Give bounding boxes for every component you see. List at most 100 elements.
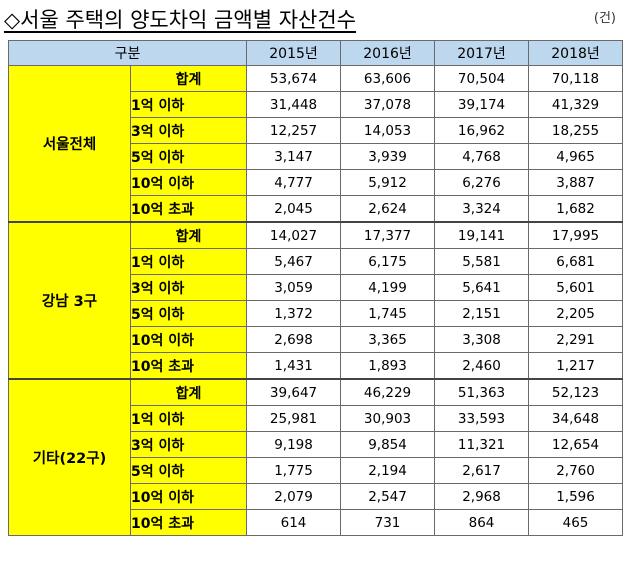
value-cell: 6,175: [340, 248, 436, 275]
value-cell: 9,198: [246, 431, 342, 458]
value-cell: 731: [340, 509, 436, 536]
header-year: 2015년: [246, 40, 342, 66]
value-cell: 3,887: [528, 169, 624, 196]
table-row: 5억 이하 1,372 1,745 2,151 2,205: [9, 300, 624, 327]
value-cell: 2,547: [340, 483, 436, 510]
table-row: 3억 이하 12,257 14,053 16,962 18,255: [9, 117, 624, 144]
row-label: 3억 이하: [129, 117, 248, 144]
table-row: 10억 초과 1,431 1,893 2,460 1,217: [9, 352, 624, 380]
value-cell: 2,617: [434, 457, 530, 484]
value-cell: 12,654: [528, 431, 624, 458]
asset-count-table: 구분 2015년 2016년 2017년 2018년 서울전체 합계 53,674 6…: [7, 40, 624, 536]
value-cell: 6,681: [528, 248, 624, 275]
value-cell: 33,593: [434, 405, 530, 432]
row-label: 5억 이하: [129, 457, 248, 484]
value-cell: 5,912: [340, 169, 436, 196]
table-row: 서울전체 합계 53,674 63,606 70,504 70,118: [8, 65, 624, 223]
value-cell: 3,365: [340, 326, 436, 353]
value-cell: 17,995: [528, 221, 624, 249]
table-row: 10억 초과 614 731 864 465: [9, 509, 624, 536]
table-row: 10억 이하 2,079 2,547 2,968 1,596: [9, 483, 624, 510]
row-label: 합계: [129, 378, 248, 406]
value-cell: 4,965: [528, 143, 624, 170]
unit-label: (건): [593, 11, 616, 26]
value-cell: 63,606: [340, 65, 436, 92]
value-cell: 12,257: [246, 117, 342, 144]
value-cell: 39,647: [246, 378, 342, 406]
value-cell: 4,777: [246, 169, 342, 196]
group-label: 기타(22구): [8, 378, 131, 536]
value-cell: 2,460: [434, 352, 530, 380]
row-label: 10억 이하: [129, 326, 248, 353]
value-cell: 2,760: [528, 457, 624, 484]
row-label: 5억 이하: [129, 143, 248, 170]
value-cell: 53,674: [246, 65, 342, 92]
value-cell: 46,229: [340, 378, 436, 406]
header-year: 2016년: [340, 40, 436, 66]
value-cell: 2,045: [246, 195, 342, 223]
page-title: ◇서울 주택의 양도차익 금액별 자산건수: [4, 8, 356, 32]
value-cell: 1,745: [340, 300, 436, 327]
value-cell: 864: [434, 509, 530, 536]
value-cell: 18,255: [528, 117, 624, 144]
table-row: 3억 이하 9,198 9,854 11,321 12,654: [9, 431, 624, 458]
value-cell: 5,581: [434, 248, 530, 275]
value-cell: 2,205: [528, 300, 624, 327]
value-cell: 3,324: [434, 195, 530, 223]
table-row: 1억 이하 25,981 30,903 33,593 34,648: [9, 405, 624, 432]
value-cell: 14,027: [246, 221, 342, 249]
value-cell: 6,276: [434, 169, 530, 196]
value-cell: 5,601: [528, 274, 624, 301]
table-row: 10억 초과 2,045 2,624 3,324 1,682: [9, 195, 624, 223]
group-label: 서울전체: [8, 65, 131, 223]
value-cell: 465: [528, 509, 624, 536]
header-category: 구분: [7, 40, 248, 66]
value-cell: 51,363: [434, 378, 530, 406]
value-cell: 2,624: [340, 195, 436, 223]
row-label: 합계: [129, 65, 248, 92]
value-cell: 70,504: [434, 65, 530, 92]
table-row: 10억 이하 2,698 3,365 3,308 2,291: [9, 326, 624, 353]
header-row: 구분 2015년 2016년 2017년 2018년: [7, 40, 624, 66]
table-row: 5억 이하 1,775 2,194 2,617 2,760: [9, 457, 624, 484]
value-cell: 1,372: [246, 300, 342, 327]
value-cell: 1,682: [528, 195, 624, 223]
value-cell: 1,775: [246, 457, 342, 484]
value-cell: 5,641: [434, 274, 530, 301]
table-row: 5억 이하 3,147 3,939 4,768 4,965: [9, 143, 624, 170]
value-cell: 30,903: [340, 405, 436, 432]
value-cell: 34,648: [528, 405, 624, 432]
table-row: 3억 이하 3,059 4,199 5,641 5,601: [9, 274, 624, 301]
value-cell: 11,321: [434, 431, 530, 458]
value-cell: 2,698: [246, 326, 342, 353]
value-cell: 1,596: [528, 483, 624, 510]
value-cell: 14,053: [340, 117, 436, 144]
table-row: 1억 이하 31,448 37,078 39,174 41,329: [9, 91, 624, 118]
value-cell: 3,308: [434, 326, 530, 353]
value-cell: 4,768: [434, 143, 530, 170]
header-year: 2018년: [528, 40, 624, 66]
header-year: 2017년: [434, 40, 530, 66]
value-cell: 5,467: [246, 248, 342, 275]
value-cell: 1,217: [528, 352, 624, 380]
value-cell: 41,329: [528, 91, 624, 118]
value-cell: 19,141: [434, 221, 530, 249]
value-cell: 70,118: [528, 65, 624, 92]
value-cell: 16,962: [434, 117, 530, 144]
value-cell: 9,854: [340, 431, 436, 458]
value-cell: 614: [246, 509, 342, 536]
row-label: 10억 초과: [129, 352, 248, 380]
value-cell: 3,147: [246, 143, 342, 170]
value-cell: 2,291: [528, 326, 624, 353]
table-row: 1억 이하 5,467 6,175 5,581 6,681: [9, 248, 624, 275]
value-cell: 2,968: [434, 483, 530, 510]
row-label: 1억 이하: [129, 91, 248, 118]
value-cell: 4,199: [340, 274, 436, 301]
row-label: 10억 초과: [129, 509, 248, 536]
row-label: 1억 이하: [129, 405, 248, 432]
value-cell: 3,939: [340, 143, 436, 170]
row-label: 10억 초과: [129, 195, 248, 223]
value-cell: 1,431: [246, 352, 342, 380]
table-row: 강남 3구 합계 14,027 17,377 19,141 17,995: [8, 221, 624, 380]
row-label: 3억 이하: [129, 431, 248, 458]
